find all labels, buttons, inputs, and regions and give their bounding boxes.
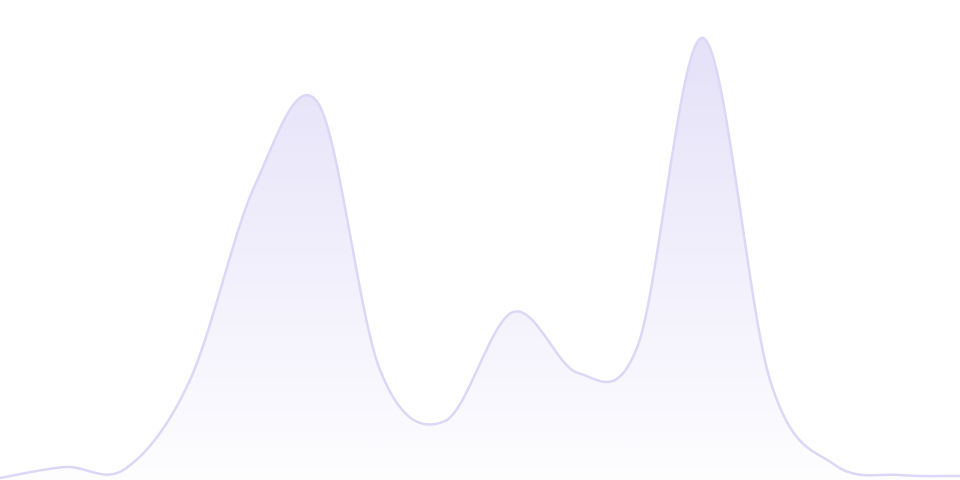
area-fill — [0, 37, 960, 480]
area-line — [0, 36, 960, 480]
